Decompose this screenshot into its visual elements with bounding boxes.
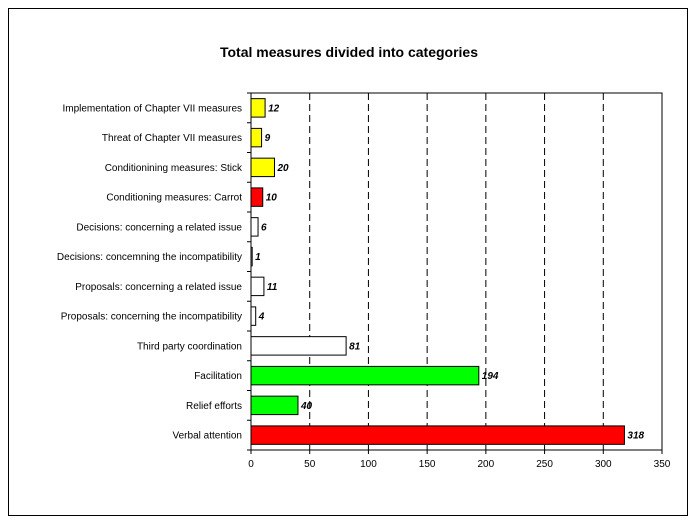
data-label-6: 11 [267,282,278,293]
x-tick-label-350: 350 [654,459,671,470]
category-label-3: Conditioning measures: Carrot [106,193,242,204]
bar-3 [250,187,264,207]
category-label-1: Threat of Chapter VII measures [102,133,242,144]
data-label-0: 12 [268,103,280,114]
category-label-9: Facilitation [194,371,242,382]
data-label-9: 194 [482,371,499,382]
data-label-1: 9 [265,133,271,144]
bar-11 [250,425,625,445]
category-label-2: Conditionining measures: Stick [105,163,243,174]
x-tick-label-150: 150 [419,459,436,470]
data-label-4: 6 [261,222,267,233]
bar-2 [250,157,275,178]
data-label-10: 40 [300,401,313,412]
data-label-2: 20 [276,163,289,174]
x-tick-label-250: 250 [536,459,553,470]
plot-area [250,92,663,451]
bar-5 [250,246,253,267]
bar-9 [250,365,480,386]
bar-7 [250,306,257,326]
category-label-5: Decisions: concemning the incompatibilit… [57,252,242,263]
x-tick-label-0: 0 [248,459,254,470]
bar-8 [250,336,347,356]
x-tick-label-50: 50 [304,459,316,470]
category-label-10: Relief efforts [186,401,242,412]
bar-10 [250,395,299,416]
x-tick-label-300: 300 [595,459,612,470]
x-tick-label-100: 100 [360,459,377,470]
data-label-7: 4 [258,312,265,323]
data-label-8: 81 [349,341,361,352]
bar-6 [250,276,265,297]
bar-0 [250,98,266,118]
data-label-5: 1 [255,252,261,263]
category-label-0: Implementation of Chapter VII measures [62,103,242,114]
category-label-7: Proposals: concerning the incompatibilit… [61,312,242,323]
bar-1 [250,127,263,148]
category-label-6: Proposals: concerning a related issue [75,282,242,293]
bar-4 [250,217,259,237]
category-label-11: Verbal attention [173,431,243,442]
data-label-11: 318 [627,431,644,442]
category-label-4: Decisions: concerning a related issue [76,222,242,233]
data-label-3: 10 [266,193,278,204]
x-tick-label-200: 200 [478,459,495,470]
category-label-8: Third party coordination [137,341,242,352]
chart-title: Total measures divided into categories [219,44,479,60]
